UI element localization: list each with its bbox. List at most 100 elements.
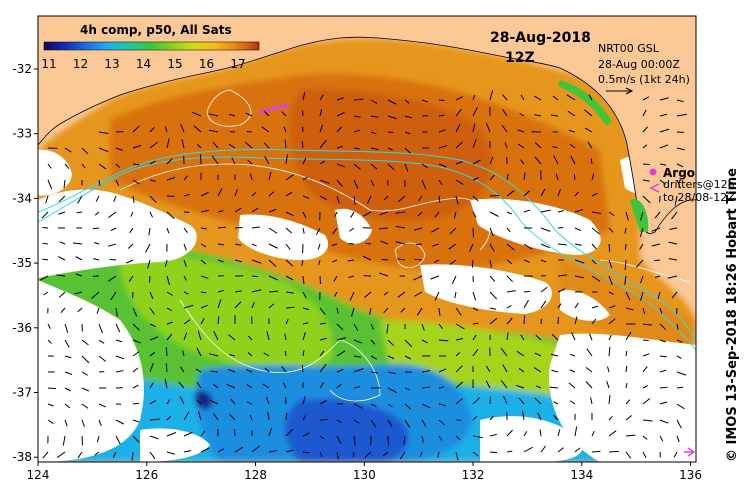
current-arrow: [251, 243, 257, 247]
current-arrow: [455, 337, 463, 341]
current-arrow: [336, 126, 342, 133]
current-arrow: [62, 435, 66, 446]
current-arrow: [72, 242, 83, 245]
current-arrow: [165, 363, 168, 373]
current-arrow: [591, 227, 600, 235]
current-arrow: [624, 227, 627, 234]
current-arrow: [132, 402, 140, 405]
current-arrow: [523, 259, 530, 263]
current-arrow: [574, 243, 582, 246]
current-arrow: [149, 362, 154, 373]
current-arrow: [351, 307, 355, 317]
current-arrow: [523, 209, 531, 213]
current-arrow: [217, 289, 224, 293]
current-arrow: [676, 323, 679, 330]
current-arrow: [95, 195, 100, 202]
current-arrow: [47, 323, 51, 329]
current-arrow: [469, 243, 474, 252]
current-arrow: [566, 94, 576, 101]
current-arrow: [353, 129, 361, 133]
current-arrow: [517, 129, 525, 133]
current-arrow: [659, 307, 663, 314]
current-arrow: [534, 352, 542, 357]
current-arrow: [108, 275, 117, 282]
current-arrow: [383, 291, 389, 296]
current-arrow: [523, 315, 526, 325]
current-arrow: [590, 158, 593, 165]
current-arrow: [319, 322, 327, 325]
current-arrow: [319, 435, 325, 440]
current-arrow: [669, 227, 678, 231]
current-arrow: [642, 307, 646, 315]
current-arrow: [489, 156, 494, 165]
current-arrow: [472, 159, 481, 165]
current-arrow: [285, 306, 295, 309]
current-arrow: [419, 451, 423, 457]
current-arrow: [233, 428, 236, 437]
current-arrow: [217, 259, 224, 263]
current-arrow: [676, 371, 687, 376]
current-arrow: [64, 403, 71, 409]
current-arrow: [266, 331, 270, 341]
current-arrow: [149, 127, 155, 133]
current-arrow: [438, 307, 441, 316]
current-arrow: [183, 243, 187, 251]
current-arrow: [58, 211, 66, 215]
current-arrow: [127, 243, 134, 249]
current-arrow: [455, 161, 463, 165]
current-arrow: [332, 227, 338, 235]
current-arrow: [98, 323, 103, 334]
plot-frame: [37, 15, 697, 463]
current-arrow: [659, 179, 666, 185]
current-arrow: [365, 242, 372, 245]
current-arrow: [534, 95, 542, 101]
current-arrow: [555, 173, 559, 181]
current-arrow: [455, 123, 461, 133]
current-arrow: [668, 258, 678, 261]
current-arrow: [251, 275, 258, 278]
current-arrow: [200, 291, 207, 294]
current-arrow: [349, 291, 355, 301]
current-arrow: [574, 227, 582, 231]
current-arrow: [569, 400, 576, 405]
current-arrow: [506, 190, 515, 197]
current-arrow: [244, 141, 253, 149]
current-arrow: [659, 435, 664, 442]
current-arrow: [584, 127, 593, 133]
current-arrow: [472, 415, 478, 421]
current-arrow: [534, 397, 542, 405]
current-arrow: [379, 227, 389, 230]
current-arrow: [263, 142, 270, 149]
current-arrow: [587, 141, 593, 149]
current-arrow: [302, 157, 307, 165]
current-arrow: [81, 419, 85, 427]
current-arrow: [438, 368, 447, 373]
current-arrow: [267, 411, 270, 421]
colorbar-tick-label: 12: [73, 57, 88, 71]
current-arrow: [489, 211, 499, 217]
current-arrow: [502, 108, 508, 117]
current-arrow: [640, 211, 644, 221]
current-arrow: [588, 333, 593, 341]
current-arrow: [567, 110, 576, 117]
current-arrow: [569, 143, 576, 149]
current-arrow: [132, 323, 140, 331]
drifter-legend-line1: drifters@12h: [663, 178, 735, 191]
current-arrow: [642, 144, 648, 149]
current-arrow: [110, 291, 117, 301]
current-arrow: [128, 275, 134, 282]
current-arrow: [283, 126, 287, 133]
current-arrow: [625, 415, 632, 421]
current-arrow: [673, 451, 678, 458]
current-arrow: [47, 387, 56, 390]
current-arrow: [217, 210, 224, 213]
current-arrow: [229, 353, 236, 357]
current-arrow: [642, 195, 651, 204]
current-arrow: [115, 323, 121, 333]
current-arrow: [421, 163, 428, 169]
current-arrow: [64, 163, 70, 169]
current-arrow: [73, 291, 83, 295]
current-arrow: [318, 259, 321, 266]
current-arrow: [115, 435, 121, 445]
